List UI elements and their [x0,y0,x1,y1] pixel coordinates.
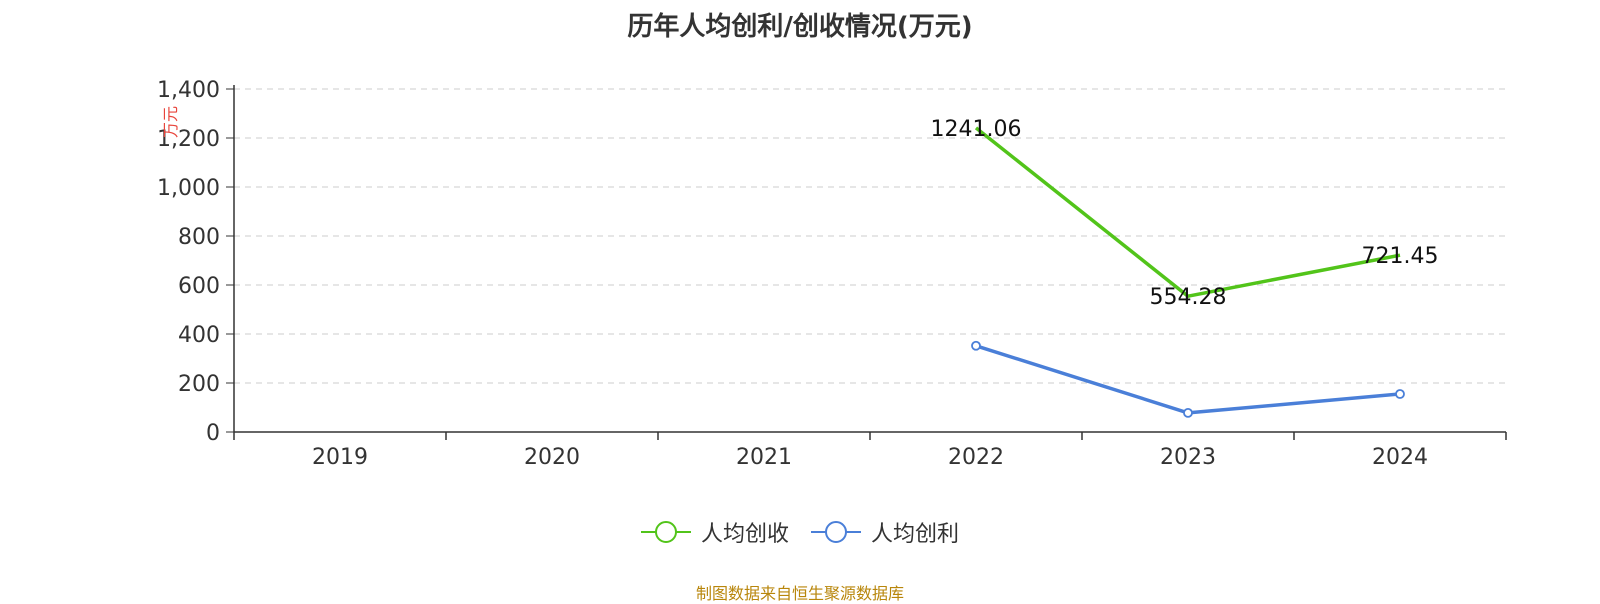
x-tick-label: 2020 [524,445,580,470]
data-point [1183,407,1193,418]
x-tick-label: 2022 [948,445,1004,470]
data-label: 721.45 [1362,244,1439,269]
legend: 人均创收 人均创利 [0,516,1600,548]
data-label: 1241.06 [931,117,1022,142]
x-tick-label: 2021 [736,445,792,470]
series-line [975,344,1401,415]
data-label: 554.28 [1150,285,1227,310]
chart-title: 历年人均创利/创收情况(万元) [627,12,973,42]
legend-item-revenue[interactable]: 人均创收 [640,516,789,548]
y-tick-label: 800 [178,225,220,250]
y-tick-label: 600 [178,274,220,299]
axes: 0 200 400 600 800 1,000 1,200 1,400 2019 2020 2021… [157,78,1507,470]
legend-line-circle-icon [811,520,861,544]
data-point [1395,389,1405,399]
x-tick-label: 2019 [312,445,368,470]
legend-line-circle-icon [640,520,691,544]
y-tick-label: 1,400 [157,78,220,103]
series-line [974,126,1401,298]
y-tick-label: 400 [178,323,220,348]
x-tick-label: 2023 [1160,445,1216,470]
legend-label: 人均创收 [700,522,789,547]
y-tick-label: 0 [206,421,220,446]
y-tick-label: 1,000 [157,176,220,201]
source-note: 制图数据来自恒生聚源数据库 [695,584,904,603]
x-tick-label: 2024 [1372,445,1428,470]
y-tick-label: 1,200 [157,127,220,152]
legend-label: 人均创利 [871,522,960,547]
legend-item-profit[interactable]: 人均创利 [811,516,959,548]
grid-lines [234,88,1506,384]
data-point [971,340,981,351]
series [971,126,1405,418]
y-tick-label: 200 [178,372,220,397]
y-axis-label: 万元 [161,106,180,138]
data-labels: 1241.06 554.28 721.45 [931,117,1439,310]
